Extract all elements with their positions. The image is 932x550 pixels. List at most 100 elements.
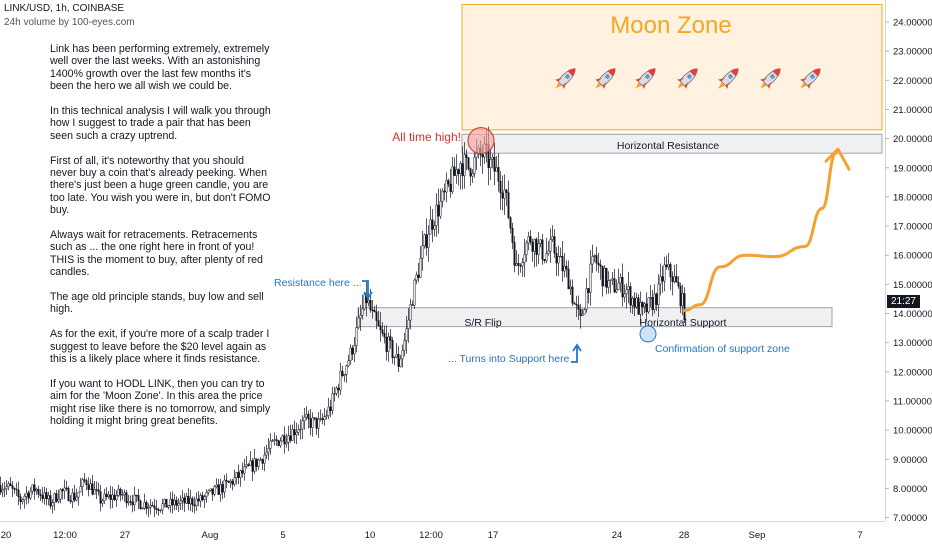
candle-body [235, 472, 238, 478]
candle-body [683, 293, 686, 321]
candle-body [123, 492, 126, 496]
candle-body [433, 225, 436, 230]
candle-body [649, 297, 652, 299]
rocket-icon [555, 68, 576, 89]
candle-body [507, 192, 510, 218]
candle-body [165, 498, 168, 508]
candle-body [43, 492, 46, 499]
candle-body [423, 234, 426, 246]
candle-body [195, 498, 198, 507]
rocket-icon [677, 68, 698, 89]
candle-body [591, 256, 594, 265]
candle-body [493, 156, 496, 172]
candle-body [547, 250, 550, 254]
candle-body [15, 488, 18, 491]
candle-body [243, 466, 246, 474]
candle-body [677, 281, 680, 287]
candle-body [141, 507, 144, 510]
candle-body [429, 219, 432, 235]
x-tick-label: 7 [857, 530, 862, 541]
candle-body [559, 255, 562, 258]
candle-body [553, 236, 556, 254]
candle-body [399, 358, 402, 367]
candle-body [129, 501, 132, 503]
candle-body [513, 242, 516, 266]
candle-body [627, 286, 630, 291]
candle-body [7, 483, 10, 487]
candle-body [147, 507, 150, 509]
candle-body [653, 293, 656, 311]
candle-body [185, 495, 188, 504]
candle-body [277, 440, 280, 446]
candle-body [159, 509, 162, 512]
candle-body [623, 293, 626, 298]
candle-body [521, 262, 524, 267]
candle-body [383, 333, 386, 338]
candle-body [611, 278, 614, 281]
candle-body [583, 309, 586, 315]
candle-body [305, 413, 308, 418]
candle-body [133, 494, 136, 506]
candle-body [245, 464, 248, 467]
candle-body [295, 431, 298, 436]
candle-body [179, 500, 182, 504]
candle-body [603, 267, 606, 287]
candle-body [197, 498, 200, 502]
candle-body [269, 440, 272, 449]
rocket-icon [760, 68, 781, 89]
candle-body [351, 347, 354, 355]
candle-body [481, 154, 484, 158]
candle-body [615, 289, 618, 293]
candle-body [99, 491, 102, 504]
candle-body [667, 264, 670, 268]
candle-body [379, 325, 382, 331]
candle-body [69, 500, 72, 502]
candle-body [469, 168, 472, 177]
candle-body [463, 154, 466, 177]
candle-body [303, 416, 306, 422]
candle-body [357, 317, 360, 328]
candle-body [65, 487, 68, 489]
candle-body [205, 492, 208, 497]
candle-body [575, 303, 578, 306]
candle-body [613, 278, 616, 293]
projection-arrowhead [824, 147, 851, 171]
candle-body [267, 448, 270, 453]
candle-body [679, 285, 682, 307]
candle-body [509, 217, 512, 229]
story-paragraph: Always wait for retracements. Retracemen… [50, 229, 263, 279]
rocket-icon [635, 68, 656, 89]
story-paragraph: As for the exit, if you're more of a sca… [50, 328, 270, 366]
candle-body [319, 418, 322, 420]
moon-zone-label: Moon Zone [610, 12, 731, 39]
candle-body [3, 488, 6, 491]
candle-body [143, 501, 146, 509]
candle-body [415, 274, 418, 281]
y-tick-label: 7.00000 [893, 513, 927, 524]
candle-body [669, 264, 672, 278]
candle-body [647, 297, 650, 313]
candle-body [225, 479, 228, 482]
candle-body [153, 505, 156, 509]
candle-body [87, 484, 90, 490]
candle-body [263, 454, 266, 464]
x-tick-label: Sep [749, 530, 766, 541]
candle-body [431, 219, 434, 230]
y-tick-label: 14.00000 [893, 309, 932, 320]
resistance-here-label: Resistance here ... [274, 277, 362, 289]
candle-body [409, 304, 412, 321]
candle-body [237, 472, 240, 478]
candle-body [497, 167, 500, 182]
last-price-badge: 21:27 [886, 295, 920, 308]
candle-body [455, 169, 458, 176]
candle-body [605, 267, 608, 288]
candle-body [581, 313, 584, 316]
candle-body [215, 484, 218, 487]
candle-body [1, 489, 4, 493]
candle-body [449, 183, 452, 192]
candle-body [389, 336, 392, 341]
resistance-here-arrow [362, 280, 373, 300]
candle-body [525, 242, 528, 256]
candle-body [539, 239, 542, 244]
